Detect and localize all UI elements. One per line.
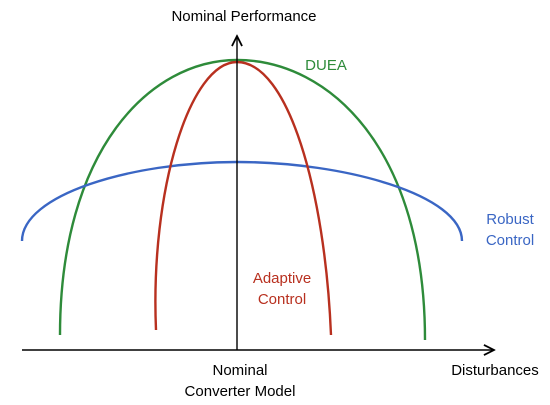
origin-label-line2: Converter Model [185, 383, 296, 400]
y-axis-label: Nominal Performance [171, 8, 316, 25]
robust-label-line1: Robust [486, 211, 534, 228]
adaptive-label-line1: Adaptive [253, 270, 311, 287]
curve-robust [20, 160, 464, 242]
curve-duea [58, 58, 427, 341]
origin-label-line1: Nominal [212, 362, 267, 379]
adaptive-label-line2: Control [258, 291, 306, 308]
robust-label-line2: Control [486, 232, 534, 249]
duea-label: DUEA [305, 57, 347, 74]
x-axis-label: Disturbances [451, 362, 539, 379]
